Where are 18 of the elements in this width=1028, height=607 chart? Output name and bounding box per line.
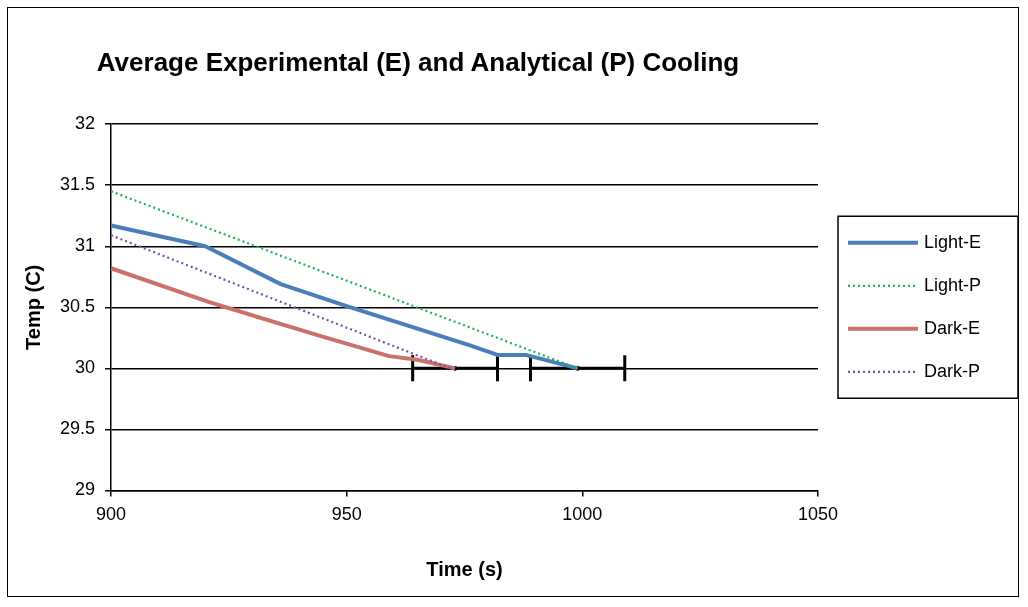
x-axis-title: Time (s) [426,557,503,580]
legend-label: Light-P [924,274,982,295]
x-tick-label: 1050 [797,504,839,525]
x-tick-label: 950 [331,504,362,525]
legend-label: Dark-E [924,317,981,338]
y-tick-label: 31 [75,235,96,256]
y-tick-label: 29 [75,479,96,500]
y-tick-label: 29.5 [59,418,96,439]
y-tick-label: 32 [75,113,96,134]
y-axis-title: Temp (C) [21,264,44,350]
chart-title: Average Experimental (E) and Analytical (P) Cooling [96,46,740,77]
legend-label: Light-E [924,231,982,252]
x-tick-label: 1000 [562,504,603,525]
y-tick-label: 31.5 [59,174,96,195]
x-tick-label: 900 [96,504,127,525]
legend-label: Dark-P [924,360,981,381]
y-tick-label: 30 [75,357,96,378]
y-tick-label: 30.5 [59,296,96,317]
